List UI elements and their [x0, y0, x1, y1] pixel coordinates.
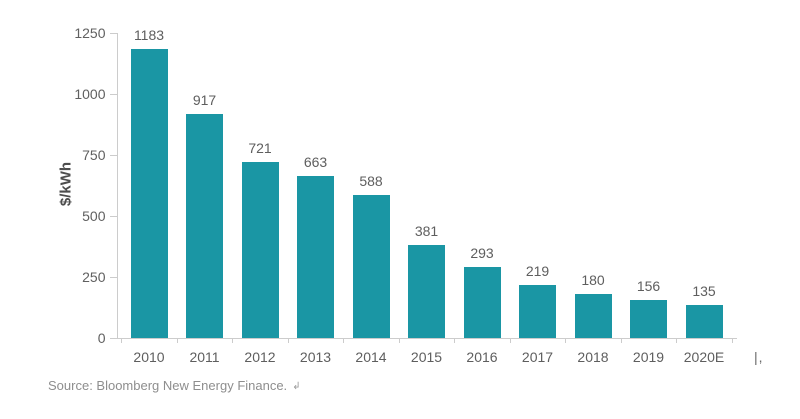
- bar-value-label: 180: [581, 272, 605, 289]
- x-category-label: 2014: [355, 349, 387, 365]
- x-axis-line: [116, 338, 737, 339]
- x-tick-mark: [731, 338, 733, 343]
- y-tick-label: 1000: [74, 86, 106, 102]
- x-tick-mark: [509, 338, 511, 343]
- bar-value-label: 721: [248, 140, 272, 157]
- y-tick-label: 750: [82, 147, 106, 163]
- bar: [463, 266, 501, 338]
- bar-value-label: 588: [359, 172, 383, 189]
- x-category-label: 2020E: [683, 349, 725, 365]
- y-tick-mark: [109, 94, 117, 95]
- y-tick-mark: [109, 277, 117, 278]
- x-category-label: 2012: [244, 349, 276, 365]
- bar-value-label: 663: [303, 154, 328, 171]
- bar: [630, 299, 667, 338]
- bar: [186, 114, 223, 338]
- y-axis-title: $/kWh: [57, 161, 75, 207]
- x-tick-mark: [398, 338, 400, 343]
- x-tick-mark: [454, 338, 456, 343]
- cursor-artifact: |,: [754, 349, 764, 365]
- x-category-label: 2016: [466, 349, 498, 365]
- x-category-label: 2013: [299, 349, 332, 365]
- x-category-label: 2017: [521, 349, 554, 365]
- bar-value-label: 156: [636, 277, 661, 294]
- x-tick-mark: [620, 338, 622, 343]
- x-tick-mark: [176, 338, 178, 343]
- bar-value-label: 381: [414, 223, 439, 240]
- bar-value-label: 1183: [133, 27, 165, 44]
- x-category-label: 2011: [189, 349, 220, 365]
- y-tick-mark: [109, 216, 117, 217]
- bar: [241, 162, 279, 338]
- x-tick-mark: [343, 338, 345, 343]
- bar-value-label: 293: [470, 244, 494, 261]
- return-mark-icon: ↲: [292, 381, 301, 392]
- source-text: Source: Bloomberg New Energy Finance.: [48, 378, 288, 393]
- x-tick-mark: [676, 338, 678, 343]
- y-tick-label: 1250: [74, 25, 106, 41]
- bar-value-label: 917: [192, 92, 217, 109]
- bar: [519, 284, 556, 338]
- x-tick-mark: [565, 338, 567, 343]
- bar: [352, 194, 390, 338]
- x-tick-mark: [287, 338, 289, 343]
- bar: [130, 49, 168, 338]
- bar: [297, 176, 334, 338]
- y-tick-mark: [109, 155, 117, 156]
- bar: [574, 294, 612, 338]
- y-tick-label: 0: [97, 330, 106, 346]
- x-category-label: 2019: [632, 349, 665, 365]
- y-tick-label: 250: [82, 269, 106, 285]
- y-tick-label: 500: [82, 208, 106, 224]
- x-category-label: 2010: [133, 349, 165, 365]
- x-category-label: 2018: [577, 349, 609, 365]
- y-tick-mark: [109, 33, 117, 34]
- y-tick-mark: [109, 338, 117, 339]
- x-tick-mark: [232, 338, 234, 343]
- x-category-label: 2015: [410, 349, 443, 365]
- bar-value-label: 219: [525, 262, 550, 279]
- y-axis-line: [116, 33, 118, 339]
- bar-value-label: 135: [692, 283, 716, 300]
- x-tick-mark: [121, 338, 123, 343]
- source-note: Source: Bloomberg New Energy Finance. ↲: [48, 378, 301, 393]
- bar: [408, 245, 445, 338]
- bar: [685, 305, 723, 338]
